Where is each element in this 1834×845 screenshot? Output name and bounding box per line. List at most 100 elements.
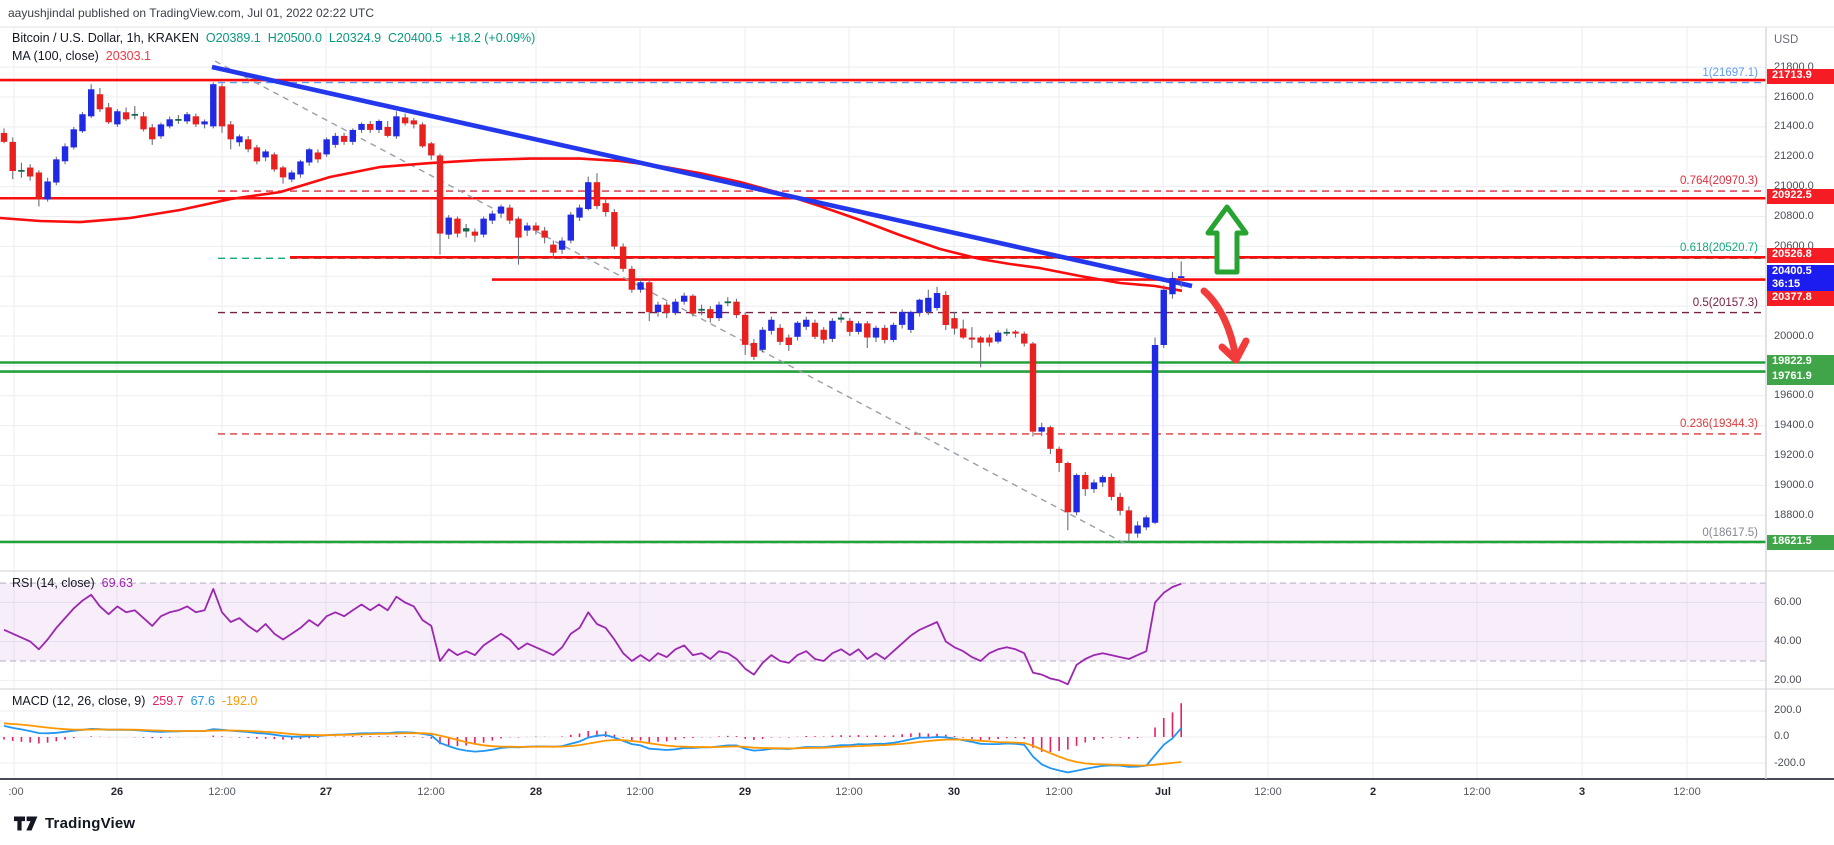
candle-body — [968, 337, 976, 340]
red-down-arrow — [1200, 287, 1240, 364]
time-axis-label[interactable]: 12:00 — [417, 786, 445, 798]
price-tick-label[interactable]: 20000.0 — [1774, 329, 1814, 342]
price-tick-label[interactable]: 21600.0 — [1774, 90, 1814, 103]
price-tick-label[interactable]: 21200.0 — [1774, 150, 1814, 163]
badge-price: 18621.5 — [1772, 534, 1812, 547]
candle-body — [96, 94, 104, 110]
high-value: H20500.0 — [267, 31, 322, 45]
time-axis-label[interactable]: 3 — [1578, 786, 1586, 798]
time-axis-label[interactable]: 12:00 — [626, 786, 654, 798]
candle-body — [1090, 482, 1098, 490]
candle-body — [567, 214, 574, 241]
candle-body — [1160, 289, 1167, 346]
time-axis-label[interactable]: 12:00 — [1045, 786, 1073, 798]
candle-body — [654, 304, 662, 313]
time-axis-label[interactable]: 30 — [947, 786, 961, 798]
candle-body — [192, 116, 200, 125]
candle-body — [122, 112, 130, 120]
ma-legend[interactable]: MA (100, close) 20303.1 — [12, 49, 151, 63]
time-axis-label[interactable]: 12:00 — [208, 786, 236, 798]
symbol-title: Bitcoin / U.S. Dollar, 1h, KRAKEN — [12, 31, 199, 45]
rsi-label: RSI (14, close) — [12, 576, 95, 590]
macd-line-value: 67.6 — [190, 694, 215, 708]
candle-body — [1108, 476, 1115, 497]
candle-body — [445, 217, 452, 235]
candle-body — [53, 159, 60, 183]
candle-body — [872, 327, 880, 338]
time-axis-label[interactable]: 12:00 — [1463, 786, 1491, 798]
candle-body — [358, 123, 365, 130]
candle-body — [44, 181, 51, 200]
time-axis-label[interactable]: 2 — [1369, 786, 1377, 798]
candle-body — [140, 116, 147, 130]
candle-body — [593, 182, 601, 207]
time-axis-label[interactable]: 12:00 — [835, 786, 863, 798]
candle-body — [323, 139, 330, 155]
symbol-legend[interactable]: Bitcoin / U.S. Dollar, 1h, KRAKEN O20389… — [12, 31, 535, 45]
time-axis-label[interactable]: Jul — [1155, 786, 1171, 798]
candle-body — [410, 120, 418, 125]
candle-body — [210, 84, 217, 127]
candle-body — [680, 295, 688, 302]
rsi-legend[interactable]: RSI (14, close) 69.63 — [12, 576, 133, 590]
macd-tick-label[interactable]: 0.0 — [1774, 730, 1790, 743]
time-axis-label[interactable]: 12:00 — [1254, 786, 1282, 798]
macd-tick-label[interactable]: -200.0 — [1774, 756, 1806, 769]
price-axis-badge: 20526.8 — [1767, 247, 1834, 263]
candle-body — [1143, 517, 1150, 528]
candle-body — [1116, 496, 1124, 511]
candle-body — [428, 143, 435, 156]
candle-body — [820, 329, 827, 340]
price-tick-label[interactable]: 19600.0 — [1774, 389, 1814, 402]
candle-body — [497, 206, 505, 214]
time-axis-label[interactable]: 26 — [110, 786, 124, 798]
price-tick-label[interactable]: 19000.0 — [1774, 478, 1814, 491]
candle-body — [532, 225, 540, 231]
time-axis-label[interactable]: :00 — [8, 786, 24, 798]
change-value: +18.2 (+0.09%) — [449, 31, 536, 45]
macd-legend[interactable]: MACD (12, 26, close, 9) 259.7 67.6 -192.… — [12, 694, 257, 708]
descending-trendline — [211, 64, 1193, 289]
candle-body — [768, 319, 775, 331]
time-axis-label[interactable]: 28 — [529, 786, 543, 798]
price-tick-label[interactable]: 20800.0 — [1774, 210, 1814, 223]
candle-body — [297, 161, 304, 175]
candle-body — [960, 328, 967, 338]
time-axis-label[interactable]: 12:00 — [1673, 786, 1701, 798]
rsi-tick-label[interactable]: 40.00 — [1774, 634, 1802, 647]
candle-body — [925, 297, 932, 312]
candle-body — [35, 172, 43, 200]
candle-body — [707, 309, 714, 319]
candle-body — [1038, 427, 1045, 432]
candle-body — [663, 304, 670, 313]
time-axis-label[interactable]: 27 — [319, 786, 333, 798]
candle-body — [794, 322, 801, 337]
candle-body — [61, 146, 69, 162]
macd-tick-label[interactable]: 200.0 — [1774, 704, 1802, 717]
price-axis-badge: 19822.9 — [1767, 354, 1834, 370]
badge-price: 19822.9 — [1772, 354, 1812, 367]
candle-body — [1073, 474, 1080, 513]
rsi-tick-label[interactable]: 60.00 — [1774, 596, 1802, 609]
time-axis-label[interactable]: 29 — [738, 786, 752, 798]
rsi-tick-label[interactable]: 20.00 — [1774, 673, 1802, 686]
candle-body — [454, 218, 461, 234]
candle-body — [367, 123, 374, 130]
fib-level-label: 1(21697.1) — [1702, 66, 1758, 79]
candle-body — [1055, 448, 1063, 464]
candle-body — [994, 332, 1002, 342]
price-tick-label[interactable]: 18800.0 — [1774, 508, 1814, 521]
candle-body — [1012, 331, 1019, 334]
tradingview-logo[interactable]: TradingView — [14, 814, 135, 833]
candle-body — [0, 132, 8, 142]
candle-body — [576, 207, 583, 218]
candle-body — [698, 308, 705, 311]
price-tick-label[interactable]: 19200.0 — [1774, 449, 1814, 462]
price-tick-label[interactable]: 21400.0 — [1774, 120, 1814, 133]
candle-body — [105, 107, 112, 123]
candle-body — [201, 121, 208, 125]
candle-body — [183, 114, 191, 122]
candle-body — [244, 139, 252, 150]
price-tick-label[interactable]: 19400.0 — [1774, 419, 1814, 432]
